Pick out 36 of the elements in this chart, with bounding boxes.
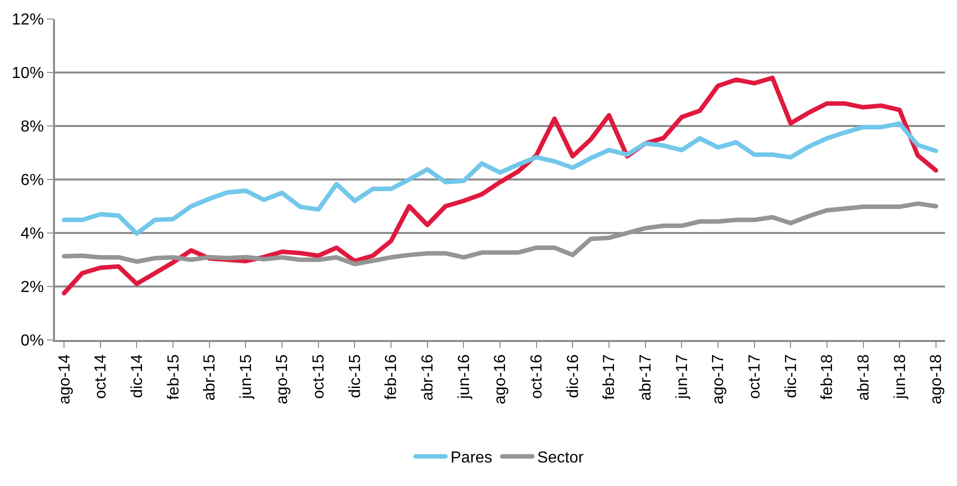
x-tick-label: feb-16 xyxy=(383,354,400,400)
y-tick-label: 8% xyxy=(20,118,44,136)
x-tick-label: abr-16 xyxy=(420,354,437,401)
y-tick-label: 2% xyxy=(20,279,44,296)
line-series xyxy=(62,121,938,236)
x-tick-label: feb-15 xyxy=(165,354,182,400)
x-tick-label: ago-14 xyxy=(56,354,74,404)
x-tick-label: dic-17 xyxy=(782,354,800,398)
x-tick-label: dic-15 xyxy=(346,354,364,398)
y-tick-label: 10% xyxy=(12,65,44,82)
y-tick-label: 0% xyxy=(20,332,44,350)
y-tick-label: 4% xyxy=(20,226,44,243)
x-tick-label: oct-17 xyxy=(746,354,764,399)
x-tick-label: abr-15 xyxy=(202,354,219,401)
x-tick-label: dic-16 xyxy=(564,354,582,398)
y-tick-label: 6% xyxy=(20,172,44,190)
x-tick-label: ago-15 xyxy=(274,354,292,404)
x-tick-label: ago-18 xyxy=(928,354,946,404)
legend-label: Pares xyxy=(450,450,492,467)
x-tick-label: oct-14 xyxy=(92,354,110,399)
x-tick-label: ago-17 xyxy=(710,354,728,404)
line-series xyxy=(62,76,938,296)
legend-label: Sector xyxy=(537,450,584,467)
y-tick-label: 12% xyxy=(12,12,44,29)
x-tick-label: jun-16 xyxy=(456,354,473,400)
x-tick-label: abr-18 xyxy=(855,354,872,401)
x-tick-label: jun-18 xyxy=(892,354,909,400)
x-tick-label: oct-16 xyxy=(528,354,546,399)
x-tick-label: dic-14 xyxy=(128,354,146,398)
x-tick-label: oct-15 xyxy=(310,354,328,399)
x-tick-label: abr-17 xyxy=(638,354,655,401)
x-tick-label: jun-17 xyxy=(674,354,691,400)
x-tick-label: ago-16 xyxy=(492,354,510,404)
x-tick-label: feb-17 xyxy=(601,354,618,400)
x-tick-label: jun-15 xyxy=(238,354,255,400)
x-tick-label: feb-18 xyxy=(819,354,836,400)
